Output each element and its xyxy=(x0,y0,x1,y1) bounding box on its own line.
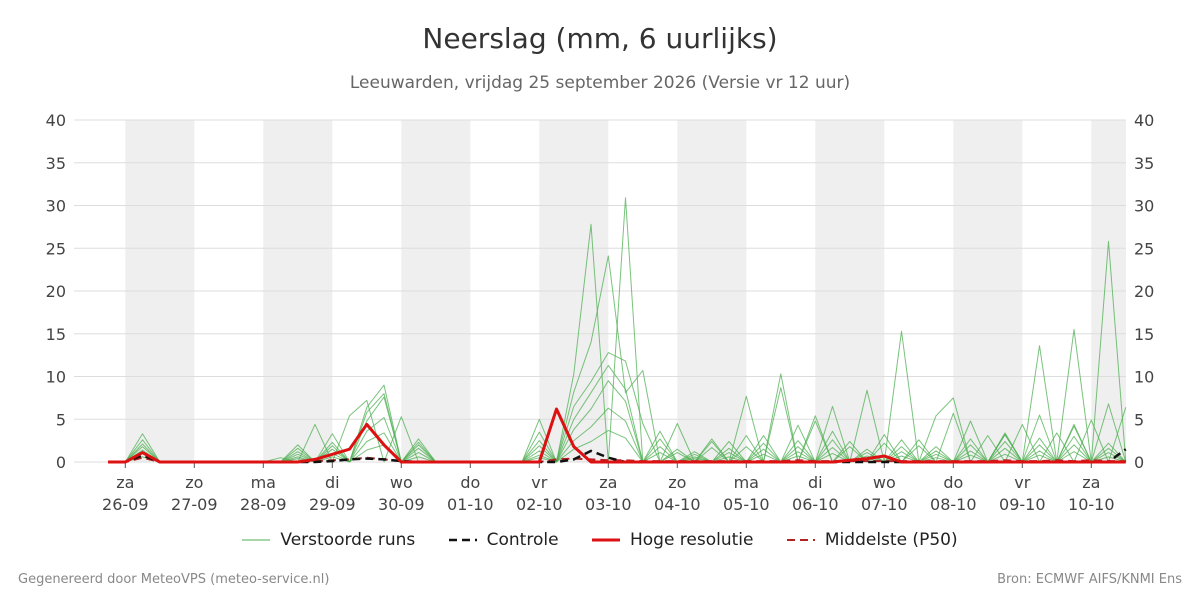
x-tick-day: wo xyxy=(390,473,413,492)
x-tick-date: 04-10 xyxy=(654,495,701,514)
x-tick-day: za xyxy=(1082,473,1100,492)
x-tick-date: 07-10 xyxy=(861,495,908,514)
y-tick-label-right: 35 xyxy=(1134,154,1154,173)
generator-credit: Gegenereerd door MeteoVPS (meteo-service… xyxy=(18,572,330,587)
x-tick-day: za xyxy=(599,473,617,492)
y-tick-label-right: 15 xyxy=(1134,325,1154,344)
x-tick-date: 30-09 xyxy=(378,495,425,514)
x-tick-date: 06-10 xyxy=(792,495,839,514)
x-tick-date: 02-10 xyxy=(516,495,563,514)
legend-swatch-control xyxy=(448,538,477,542)
y-tick-label: 15 xyxy=(46,325,66,344)
x-tick-date: 29-09 xyxy=(309,495,356,514)
y-tick-label: 40 xyxy=(46,111,66,130)
y-axis-right: 0 5 10 15 20 25 30 35 40 xyxy=(1134,111,1154,472)
legend-label-hires: Hoge resolutie xyxy=(629,530,754,550)
y-tick-label: 5 xyxy=(56,410,66,429)
x-tick-date: 08-10 xyxy=(930,495,977,514)
legend-item-ensemble[interactable]: Verstoorde runs xyxy=(242,530,415,550)
x-tick-day: vr xyxy=(531,473,547,492)
y-tick-label: 10 xyxy=(46,368,66,387)
x-tick-day: ma xyxy=(734,473,759,492)
x-tick-date: 05-10 xyxy=(723,495,770,514)
x-tick-date: 01-10 xyxy=(447,495,494,514)
x-tick-day: vr xyxy=(1014,473,1030,492)
y-tick-label-right: 10 xyxy=(1134,368,1154,387)
y-tick-label: 25 xyxy=(46,239,66,258)
legend-item-median[interactable]: Middelste (P50) xyxy=(786,530,958,550)
x-tick-day: za xyxy=(116,473,134,492)
x-tick-day: zo xyxy=(185,473,203,492)
legend-swatch-hires xyxy=(591,538,620,542)
chart-subtitle: Leeuwarden, vrijdag 25 september 2026 (V… xyxy=(349,73,851,93)
x-tick-date: 09-10 xyxy=(999,495,1046,514)
x-tick-day: di xyxy=(325,473,340,492)
x-tick-date: 27-09 xyxy=(171,495,218,514)
legend-label-control: Controle xyxy=(486,530,559,550)
x-tick-day: ma xyxy=(251,473,276,492)
legend-label-ensemble: Verstoorde runs xyxy=(280,530,416,550)
y-tick-label-right: 0 xyxy=(1134,453,1144,472)
series-lines xyxy=(108,197,1127,464)
hires-line xyxy=(108,407,1126,464)
y-tick-label: 30 xyxy=(46,197,66,216)
x-axis: za 26-09 zo 27-09 ma 28-09 di 29-09 wo 30-09 do 01-… xyxy=(102,462,1115,514)
y-axis-left: 0 5 10 15 20 25 30 35 40 xyxy=(46,111,66,472)
y-tick-label-right: 25 xyxy=(1134,239,1154,258)
legend-item-hires[interactable]: Hoge resolutie xyxy=(591,530,754,550)
y-tick-label-right: 20 xyxy=(1134,282,1154,301)
legend: Verstoorde runs Controle Hoge resolutie … xyxy=(0,530,1200,550)
y-tick-label: 20 xyxy=(46,282,66,301)
x-tick-date: 26-09 xyxy=(102,495,149,514)
x-tick-day: zo xyxy=(668,473,686,492)
ensemble-line xyxy=(108,197,1127,463)
source-credit: Bron: ECMWF AIFS/KNMI Ens xyxy=(997,572,1182,587)
y-tick-label: 0 xyxy=(56,453,66,472)
x-tick-date: 10-10 xyxy=(1068,495,1115,514)
x-tick-day: di xyxy=(808,473,823,492)
legend-swatch-ensemble xyxy=(242,539,271,541)
chart-title: Neerslag (mm, 6 uurlijks) xyxy=(422,22,778,55)
x-tick-date: 03-10 xyxy=(585,495,632,514)
y-tick-label: 35 xyxy=(46,154,66,173)
x-tick-date: 28-09 xyxy=(240,495,287,514)
x-tick-day: do xyxy=(943,473,963,492)
x-tick-day: do xyxy=(460,473,480,492)
x-tick-day: wo xyxy=(873,473,896,492)
y-tick-label-right: 40 xyxy=(1134,111,1154,130)
y-tick-label-right: 30 xyxy=(1134,197,1154,216)
legend-label-median: Middelste (P50) xyxy=(824,530,958,550)
y-tick-label-right: 5 xyxy=(1134,410,1144,429)
legend-item-control[interactable]: Controle xyxy=(448,530,559,550)
legend-swatch-median xyxy=(786,539,815,541)
